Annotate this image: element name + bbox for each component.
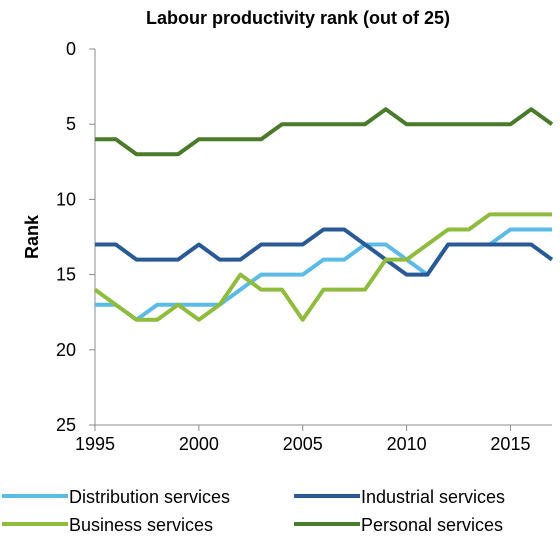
legend: Distribution services Industrial services… [2,487,505,535]
series-lines [93,107,554,322]
legend-label-industrial-services: Industrial services [361,487,505,507]
y-tick-label: 10 [56,189,76,209]
y-tick-label: 25 [56,415,76,435]
legend-label-distribution-services: Distribution services [69,487,230,507]
x-tick-label: 1995 [75,434,115,454]
series-line-industrial-services [95,227,554,277]
legend-label-personal-services: Personal services [361,515,503,535]
legend-label-business-services: Business services [69,515,213,535]
series-line-personal-services [95,107,554,157]
x-tick-label: 2010 [387,434,427,454]
y-tick-label: 5 [66,114,76,134]
y-axis-label: Rank [22,214,42,259]
x-tick-label: 2000 [179,434,219,454]
y-tick-label: 15 [56,265,76,285]
chart-title: Labour productivity rank (out of 25) [146,8,450,28]
y-tick-label: 0 [66,39,76,59]
x-tick-label: 2015 [490,434,530,454]
y-tick-label: 20 [56,340,76,360]
x-tick-label: 2005 [283,434,323,454]
series-line-business-services [93,212,552,322]
